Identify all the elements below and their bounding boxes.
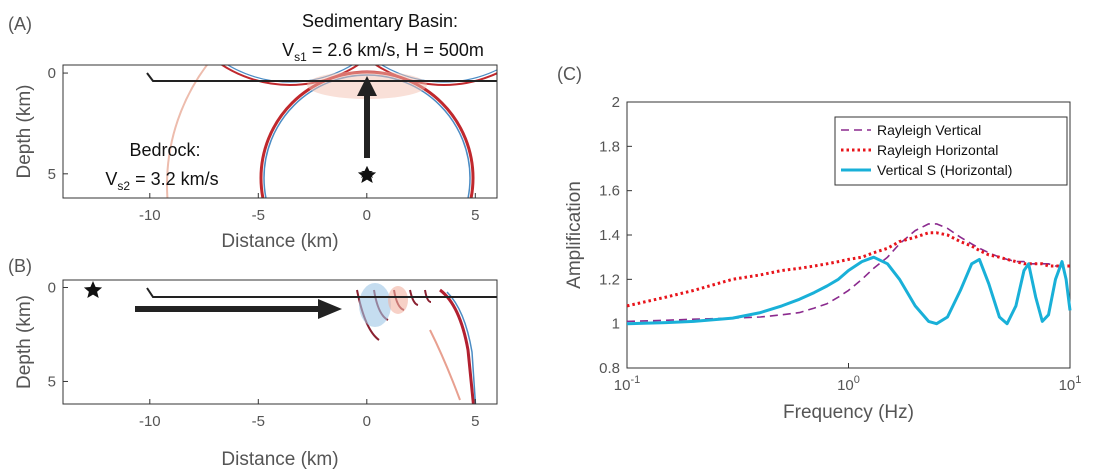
annotation: = 3.2 km/s xyxy=(130,169,219,189)
x-tick-label: -5 xyxy=(252,413,265,430)
annotation: Bedrock: xyxy=(129,140,200,160)
series-line xyxy=(626,223,1070,323)
x-tick-label: 0 xyxy=(363,413,371,430)
x-tick-label: -5 xyxy=(252,207,265,224)
y-tick-label: 1.4 xyxy=(599,227,620,244)
panel-label: (A) xyxy=(8,14,32,34)
x-tick-label: 5 xyxy=(471,207,479,224)
plot-frame xyxy=(62,279,498,405)
y-tick-label: 1.6 xyxy=(599,183,620,200)
y-axis-label: Depth (km) xyxy=(14,85,35,179)
x-tick-exponent: 1 xyxy=(1075,374,1081,386)
y-tick-label: 2 xyxy=(612,94,620,111)
x-tick-label: -10 xyxy=(139,413,161,430)
x-tick-label: 100 xyxy=(837,374,860,394)
x-axis-label: Frequency (Hz) xyxy=(783,402,914,423)
legend-label: Rayleigh Vertical xyxy=(877,122,981,138)
arrow-head xyxy=(357,76,377,96)
y-tick-label: 0 xyxy=(48,65,56,82)
legend-box xyxy=(834,116,1068,186)
series-line xyxy=(626,231,1070,308)
annotation: s1 xyxy=(294,50,307,64)
panel-label: (C) xyxy=(557,64,582,84)
y-tick-label: 5 xyxy=(48,166,56,183)
source-star xyxy=(357,166,377,183)
x-tick-label: 10 xyxy=(837,377,854,394)
annotation: V xyxy=(105,169,117,189)
x-tick-exponent: -1 xyxy=(630,374,640,386)
x-tick-label: 5 xyxy=(471,413,479,430)
x-tick-label: 10 xyxy=(1059,377,1076,394)
legend-label: Rayleigh Horizontal xyxy=(877,142,998,158)
x-tick-label: 10-1 xyxy=(614,374,640,394)
y-tick-label: 1.2 xyxy=(599,271,620,288)
source-star xyxy=(83,281,103,298)
x-tick-label: 0 xyxy=(363,207,371,224)
annotation: s2 xyxy=(117,179,130,193)
series-line xyxy=(626,255,1072,326)
arrow-head xyxy=(318,299,342,319)
x-axis-label: Distance (km) xyxy=(221,449,338,470)
x-tick-label: 10 xyxy=(614,377,631,394)
y-tick-label: 1 xyxy=(612,316,620,333)
x-tick-exponent: 0 xyxy=(854,374,860,386)
wavefield-b xyxy=(146,283,497,404)
y-axis-label: Depth (km) xyxy=(14,295,35,389)
annotation: = 2.6 km/s, H = 500m xyxy=(307,40,484,60)
panel-label: (B) xyxy=(8,256,32,276)
annotation: Vs2 = 3.2 km/s xyxy=(105,169,218,193)
y-axis-label: Amplification xyxy=(564,181,585,289)
annotation: V xyxy=(282,40,294,60)
legend-label: Vertical S (Horizontal) xyxy=(877,162,1012,178)
y-tick-label: 5 xyxy=(48,373,56,390)
y-tick-label: 0 xyxy=(48,280,56,297)
x-tick-label: -10 xyxy=(139,207,161,224)
plot-frame xyxy=(62,64,498,199)
y-tick-label: 1.8 xyxy=(599,138,620,155)
y-tick-label: 0.8 xyxy=(599,360,620,377)
annotation: Vs1 = 2.6 km/s, H = 500m xyxy=(282,40,484,64)
x-axis-label: Distance (km) xyxy=(221,231,338,252)
x-tick-label: 101 xyxy=(1059,374,1082,394)
annotation: Sedimentary Basin: xyxy=(302,11,458,31)
